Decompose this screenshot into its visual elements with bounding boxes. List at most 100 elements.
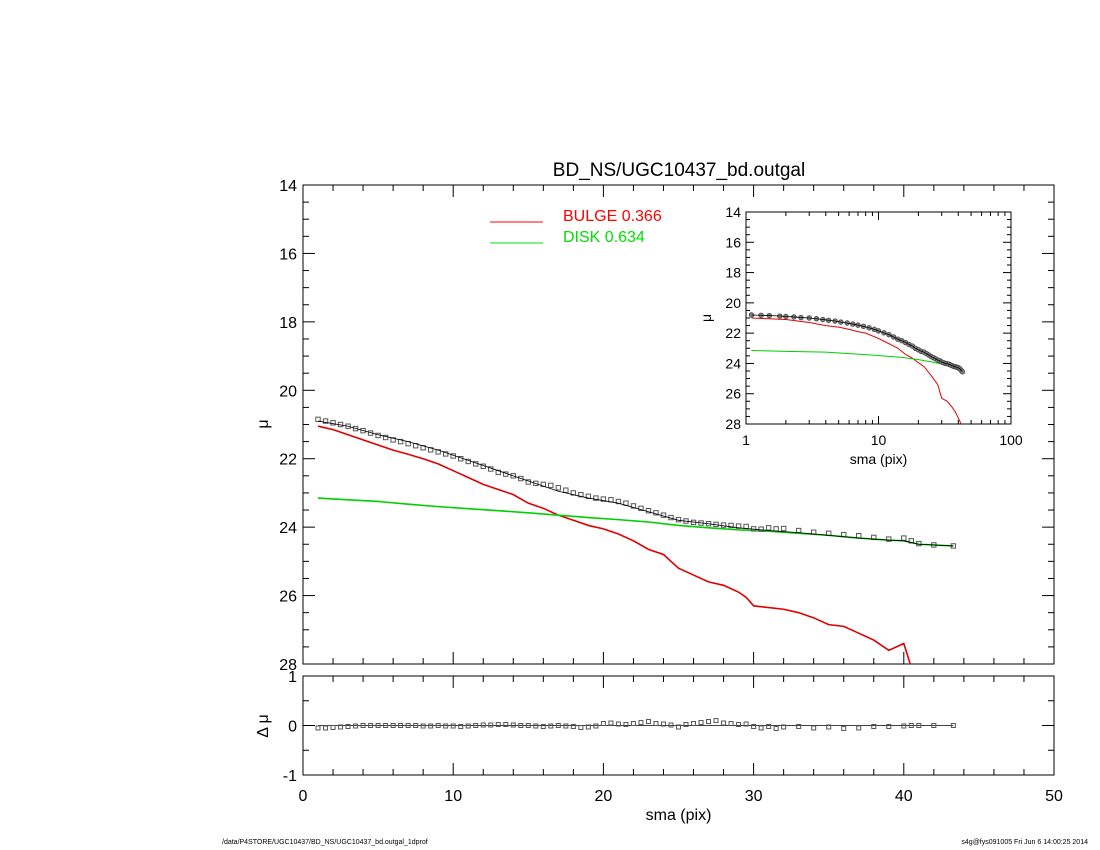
legend-label: BULGE 0.366 [563, 208, 662, 225]
data-point-marker [315, 416, 321, 423]
residual-point [533, 723, 539, 729]
residual-point [841, 725, 847, 731]
residual-point [510, 722, 516, 728]
y-tick-label: 28 [279, 657, 297, 674]
residual-point [886, 723, 892, 729]
data-point-marker [908, 538, 915, 544]
residual-point [330, 724, 336, 730]
residual-point [435, 723, 441, 728]
y-tick-label: 16 [279, 246, 297, 263]
data-point-marker [442, 451, 449, 457]
data-point-marker [886, 536, 892, 542]
residual-point [811, 725, 817, 731]
data-point-marker [810, 529, 817, 535]
y-tick-label: 26 [279, 589, 297, 606]
main-profile-plot: 14 16 18 20 22 24 26 28 μ BULGE 0.366 DISK 0.634 [255, 178, 1055, 674]
residual-point [623, 722, 629, 728]
data-point-marker [615, 498, 622, 505]
inset-x-tick-label: 10 [871, 432, 887, 448]
data-point-marker [720, 522, 727, 528]
residual-point [495, 722, 501, 728]
residual-point [728, 721, 734, 727]
residual-point [908, 723, 914, 728]
residual-point [503, 722, 509, 728]
data-point-marker [435, 449, 441, 455]
residual-point [931, 723, 937, 728]
inset-x-tick-label: 1 [742, 432, 750, 448]
data-point-marker [630, 503, 637, 509]
data-point-marker [397, 438, 404, 445]
inset-y-tick-label: 14 [725, 204, 741, 220]
residual-point [458, 723, 464, 729]
inset-y-tick-label: 26 [725, 386, 741, 402]
residual-point [683, 722, 689, 728]
residual-point [901, 723, 907, 729]
inset-y-tick-label: 24 [725, 355, 741, 371]
residual-point [593, 723, 599, 729]
residual-point [323, 725, 329, 731]
residual-point [856, 725, 862, 731]
residual-point [743, 721, 749, 727]
data-point-marker [795, 527, 802, 534]
inset-y-axis-label: μ [698, 314, 714, 322]
data-point-marker [735, 523, 742, 529]
data-point-marker [382, 434, 389, 441]
residual-point [766, 723, 772, 729]
inset-series-line-bulge [751, 317, 962, 424]
data-point-marker [638, 505, 644, 512]
legend-label: DISK 0.634 [563, 229, 645, 246]
residual-point [713, 718, 719, 724]
residual-point [353, 723, 359, 729]
inset-y-tick-label: 16 [725, 234, 741, 250]
data-point-marker [758, 526, 764, 532]
residual-point [585, 724, 591, 730]
series-line-fit [317, 420, 954, 547]
x-tick-label: 30 [745, 788, 763, 805]
residual-point [405, 723, 411, 728]
residual-point [706, 719, 712, 725]
main-series-group [315, 416, 957, 664]
residual-point [796, 723, 802, 729]
residual-point [691, 721, 697, 727]
y-tick-label: 24 [279, 520, 297, 537]
data-point-marker [600, 496, 607, 502]
y-axis-label: μ [255, 419, 272, 428]
data-point-marker [578, 491, 584, 498]
residual-point [950, 723, 956, 728]
x-tick-label: 20 [595, 788, 613, 805]
residual-point [315, 725, 321, 731]
data-point-marker [593, 495, 599, 501]
inset-x-axis-label: sma (pix) [850, 451, 908, 467]
y-tick-label: 22 [279, 452, 297, 469]
residual-point [518, 723, 524, 728]
data-point-marker [728, 522, 734, 529]
y-tick-label: 20 [279, 383, 297, 400]
inset-axes-frame [745, 211, 1012, 425]
resid-y-tick-label: 0 [288, 719, 297, 736]
residual-point [465, 723, 471, 729]
y-tick-label: 18 [279, 315, 297, 332]
residual-point [751, 723, 757, 729]
residual-point [428, 723, 434, 729]
residual-point [450, 723, 456, 729]
residual-point [615, 721, 621, 727]
data-point-marker [871, 534, 877, 541]
residual-point [443, 723, 449, 729]
residual-point [638, 720, 644, 726]
residual-point [555, 723, 561, 728]
data-point-marker [585, 493, 592, 500]
inset-y-tick-label: 18 [725, 265, 741, 281]
residual-point [698, 720, 704, 726]
data-point-marker [570, 490, 577, 496]
data-point-marker [653, 510, 659, 516]
residual-point [420, 723, 426, 729]
residual-point [600, 721, 606, 727]
inset-y-tick-label: 22 [725, 325, 741, 341]
footer-timestamp: s4g@fys091005 Fri Jun 6 14:00:25 2014 [961, 839, 1088, 846]
residual-point [660, 721, 666, 727]
residual-point [608, 720, 614, 726]
x-tick-label: 0 [299, 788, 308, 805]
residual-point [480, 722, 486, 728]
